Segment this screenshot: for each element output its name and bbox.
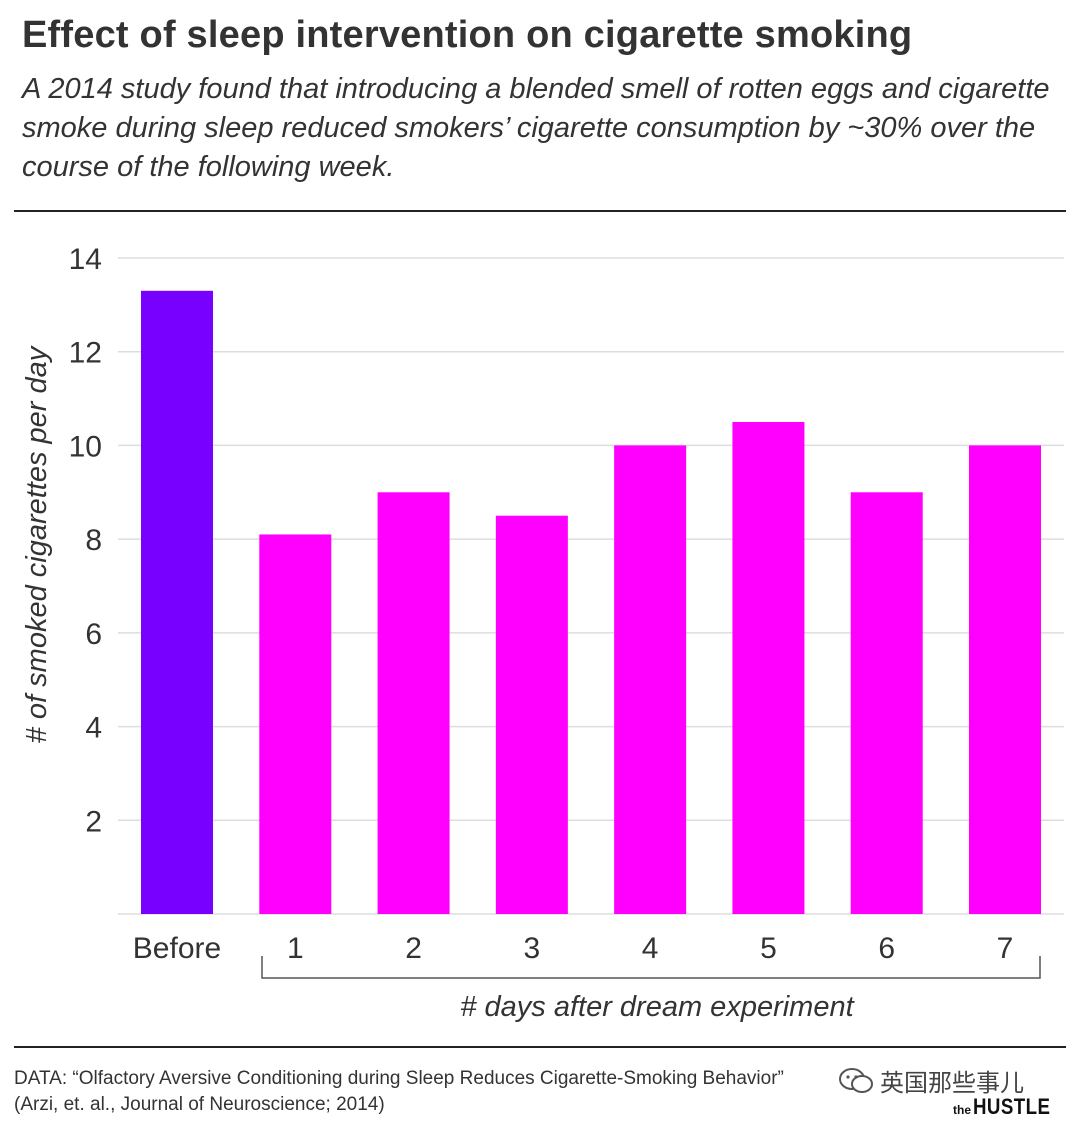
y-tick-label: 14 [69, 243, 102, 276]
watermark: 英国那些事儿 [836, 1063, 1026, 1098]
source-line-1: DATA: “Olfactory Aversive Conditioning d… [14, 1068, 784, 1089]
x-tick-label: 1 [287, 932, 304, 965]
bottom-divider [14, 1046, 1066, 1048]
bar [969, 445, 1041, 914]
brand-logo: the HUSTLE [953, 1094, 1064, 1120]
x-tick-label: 7 [997, 932, 1014, 965]
bar [141, 290, 213, 914]
y-tick-label: 12 [69, 337, 102, 370]
top-divider [14, 210, 1066, 212]
x-tick-label: 4 [642, 932, 659, 965]
wechat-icon [839, 1067, 873, 1093]
source-citation: DATA: “Olfactory Aversive Conditioning d… [14, 1066, 974, 1118]
y-tick-label: 8 [85, 524, 102, 557]
bar [259, 534, 332, 914]
bar [614, 445, 687, 914]
chart-title: Effect of sleep intervention on cigarett… [22, 14, 913, 56]
brand-name: HUSTLE [973, 1094, 1051, 1119]
bar [495, 515, 568, 914]
bar [377, 492, 450, 914]
day-bracket [261, 956, 1041, 979]
source-line-2: (Arzi, et. al., Journal of Neuroscience;… [14, 1094, 385, 1115]
y-tick-label: 6 [85, 618, 102, 651]
x-tick-label: 6 [878, 932, 895, 965]
chart-subtitle: A 2014 study found that introducing a bl… [22, 73, 1050, 183]
bar [850, 492, 923, 914]
y-axis-label: # of smoked cigarettes per day [21, 345, 53, 743]
x-tick-label: Before [133, 932, 221, 965]
y-tick-label: 10 [69, 430, 102, 463]
y-tick-label: 2 [85, 805, 102, 838]
y-tick-label: 4 [85, 712, 102, 745]
x-tick-label: 2 [405, 932, 422, 965]
bar [732, 422, 805, 914]
x-tick-label: 5 [760, 932, 777, 965]
watermark-text: 英国那些事儿 [880, 1069, 1024, 1097]
x-tick-label: 3 [524, 932, 541, 965]
brand-prefix: the [953, 1103, 971, 1117]
x-axis-label: # days after dream experiment [460, 991, 855, 1023]
